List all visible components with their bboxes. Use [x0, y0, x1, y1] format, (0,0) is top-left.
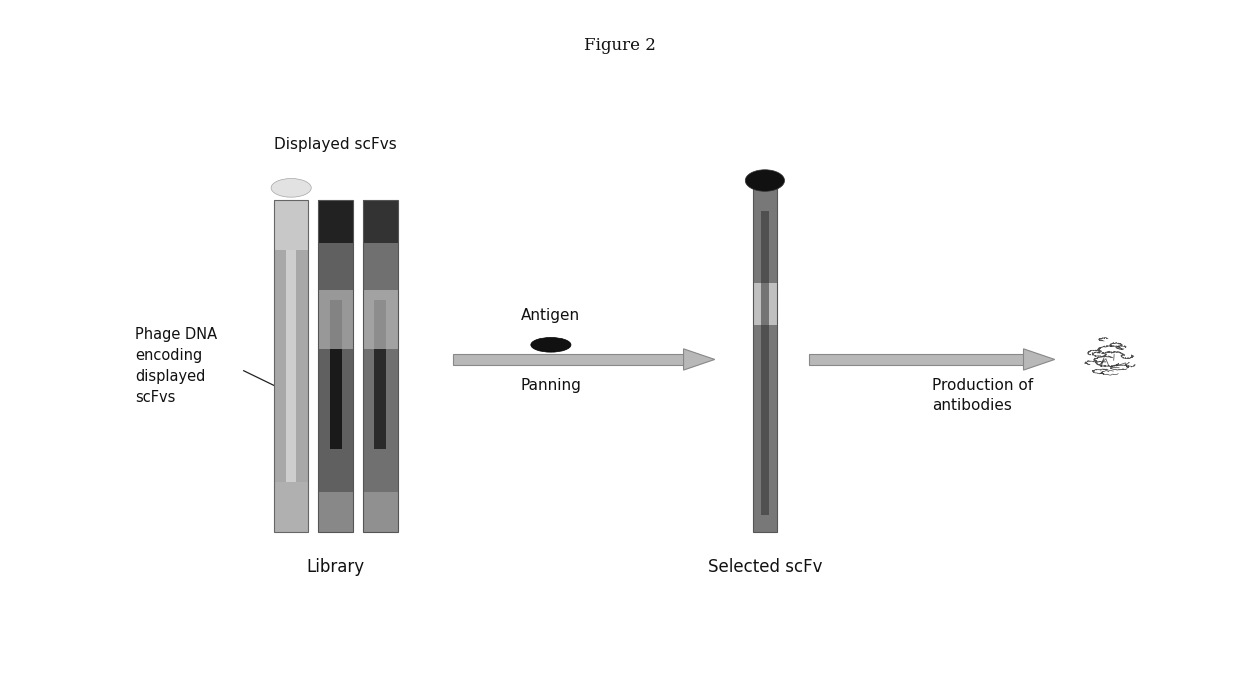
Bar — [753, 187, 777, 532]
Text: Antigen: Antigen — [521, 308, 580, 323]
Bar — [753, 283, 777, 325]
Bar — [363, 492, 398, 532]
Text: Panning: Panning — [521, 378, 582, 393]
Polygon shape — [1023, 349, 1055, 370]
Bar — [286, 250, 296, 483]
Bar — [319, 200, 353, 532]
Bar — [319, 200, 353, 243]
Bar — [753, 187, 777, 532]
Text: Displayed scFvs: Displayed scFvs — [274, 137, 397, 152]
Bar — [319, 243, 353, 492]
Bar — [374, 299, 387, 449]
Bar — [274, 200, 308, 532]
Bar — [363, 243, 398, 492]
Bar — [363, 200, 398, 532]
Text: Phage DNA
encoding
displayed
scFvs: Phage DNA encoding displayed scFvs — [135, 327, 217, 405]
Bar — [274, 200, 308, 250]
Bar — [453, 354, 683, 365]
Ellipse shape — [531, 337, 570, 352]
Text: Selected scFv: Selected scFv — [708, 557, 822, 576]
Text: Library: Library — [306, 557, 365, 576]
Bar — [363, 200, 398, 243]
Ellipse shape — [272, 179, 311, 197]
Polygon shape — [683, 349, 714, 370]
Bar — [319, 492, 353, 532]
Bar — [274, 250, 308, 483]
Bar — [274, 483, 308, 532]
Bar — [761, 210, 769, 515]
Bar — [330, 299, 342, 449]
Text: Production of
antibodies: Production of antibodies — [932, 378, 1033, 413]
Bar — [810, 354, 1023, 365]
Bar — [363, 290, 398, 350]
Bar — [319, 290, 353, 350]
Ellipse shape — [745, 170, 785, 191]
Text: Figure 2: Figure 2 — [584, 37, 656, 54]
